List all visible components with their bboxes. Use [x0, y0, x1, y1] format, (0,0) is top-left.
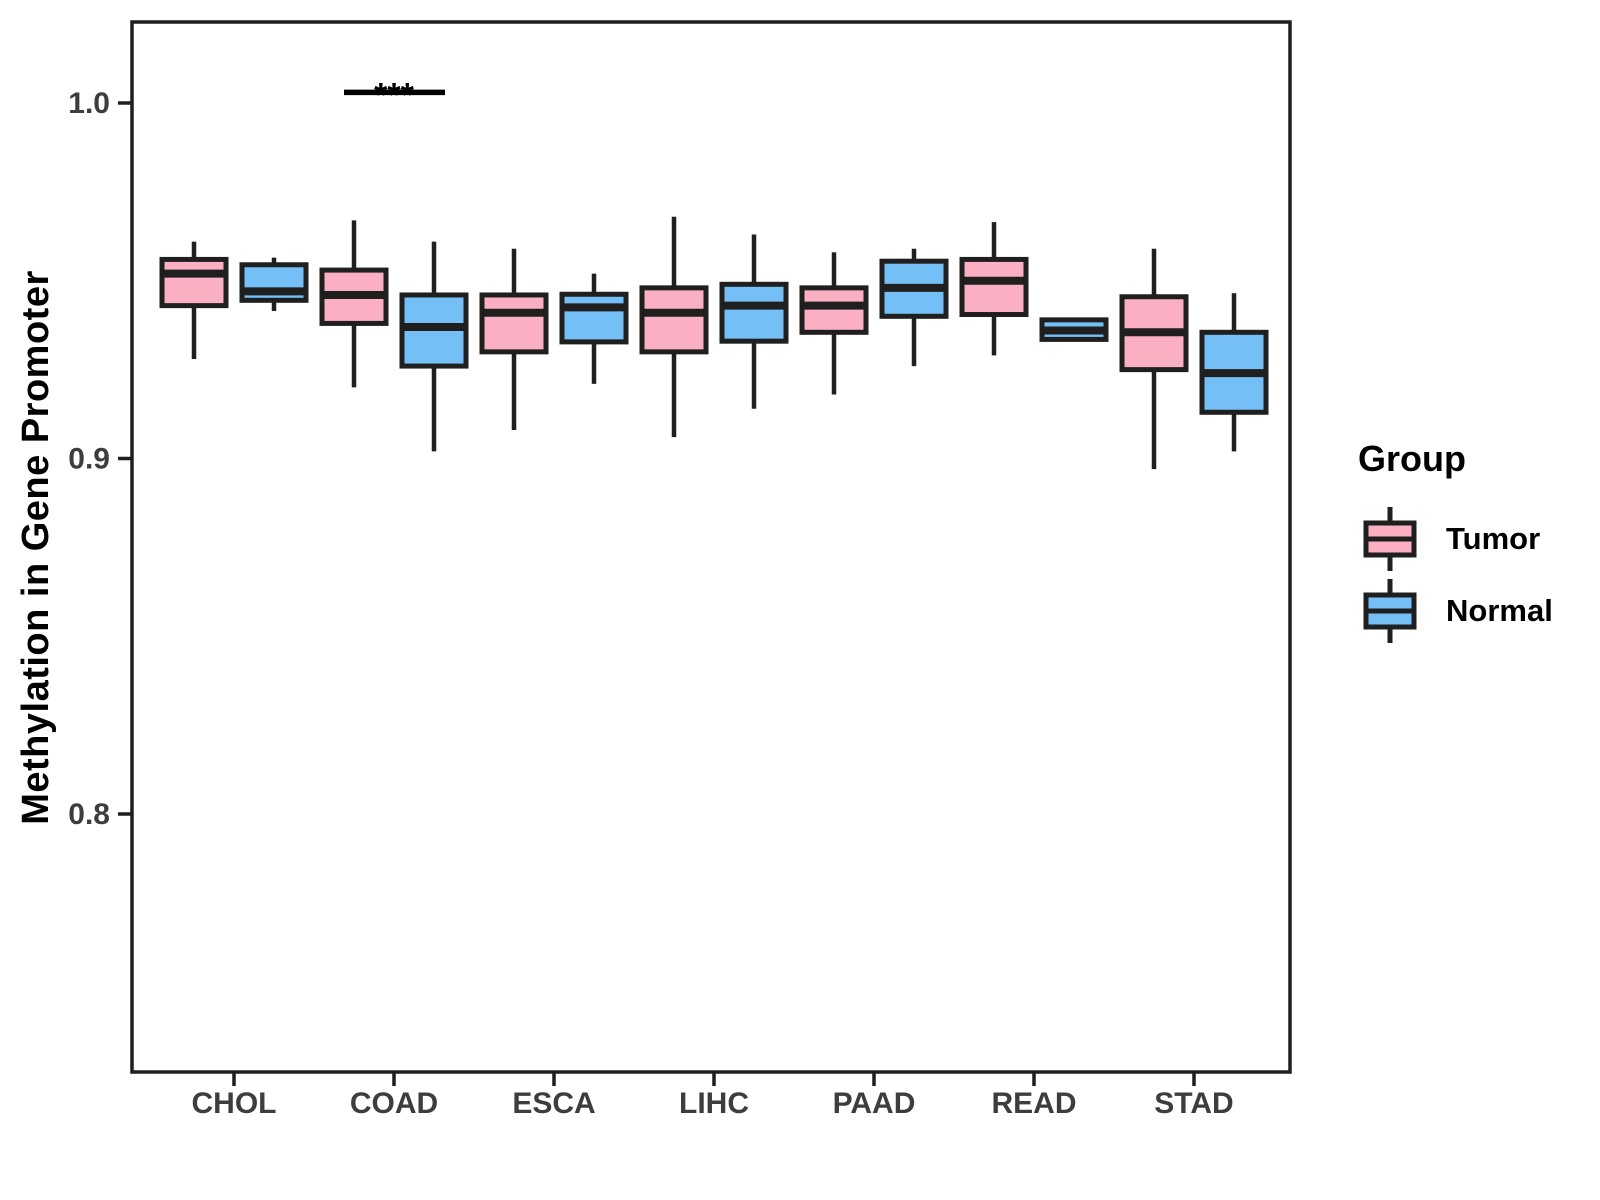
boxplot-read-tumor-box — [959, 256, 1029, 318]
plot-panel-border — [130, 20, 1292, 1074]
boxplot-key-icon-normal — [1363, 579, 1417, 643]
boxplot-paad-tumor-box — [799, 285, 869, 335]
legend: Group Tumor Normal — [1330, 438, 1590, 647]
boxplot-chol-tumor-box — [159, 256, 229, 309]
boxplot-key-icon-tumor — [1363, 507, 1417, 571]
x-axis-tick-label: ESCA — [512, 1087, 595, 1120]
x-axis-tick-label: CHOL — [192, 1087, 277, 1120]
boxplot-esca-normal-box — [559, 291, 629, 345]
legend-entry-label: Normal — [1446, 593, 1553, 628]
x-axis-tick-label: LIHC — [679, 1087, 749, 1120]
y-axis-tick-label: 1.0 — [68, 87, 110, 120]
y-axis-tick-label: 0.8 — [68, 798, 110, 831]
boxplot-lihc-normal-box — [719, 281, 789, 344]
legend-title: Group — [1358, 438, 1466, 479]
x-axis-tick-label: READ — [991, 1087, 1076, 1120]
y-axis-tick-label: 0.9 — [68, 443, 110, 476]
legend-entry-label: Tumor — [1446, 521, 1541, 556]
boxplot-lihc-tumor-box — [639, 285, 709, 355]
x-axis-tick-label: PAAD — [833, 1087, 916, 1120]
legend-entry-normal: Normal — [1330, 575, 1590, 647]
significance-label: *** — [374, 76, 414, 114]
x-axis-tick-label: STAD — [1154, 1087, 1233, 1120]
legend-entry-tumor: Tumor — [1330, 503, 1590, 575]
x-axis-tick-label: COAD — [350, 1087, 438, 1120]
boxplot-esca-tumor-box — [479, 292, 549, 355]
